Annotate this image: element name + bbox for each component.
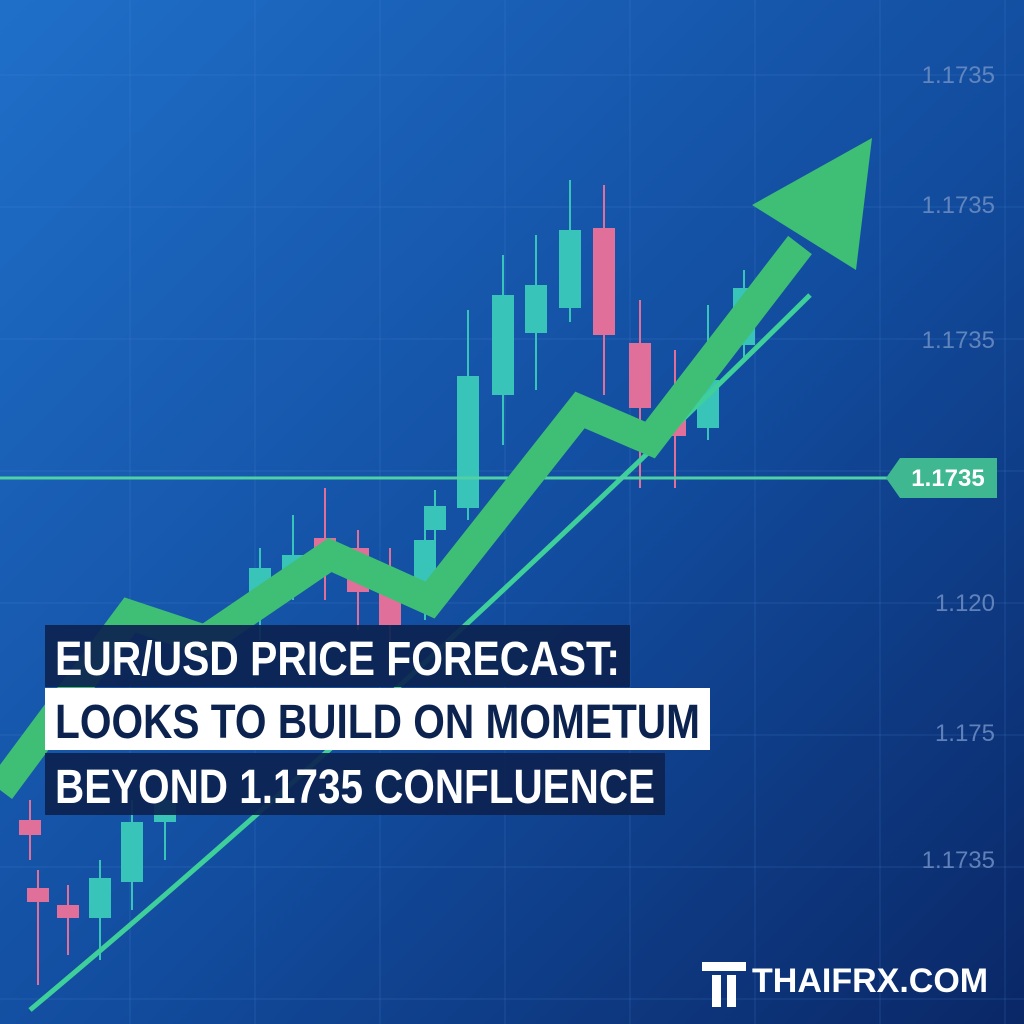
candle-body	[629, 343, 651, 408]
candle-body	[559, 230, 581, 308]
headline-line: EUR/USD PRICE FORECAST:	[55, 633, 620, 686]
price-label: 1.120	[935, 590, 995, 617]
candle-body	[27, 888, 49, 902]
headline-box	[45, 688, 710, 750]
headline-line: LOOKS TO BUILD ON MOMETUM	[55, 696, 700, 749]
price-label: 1.1735	[922, 327, 995, 354]
price-label: 1.1735	[922, 62, 995, 89]
candle-body	[424, 506, 446, 530]
candle-body	[525, 285, 547, 333]
headline-line: BEYOND 1.1735 CONFLUENCE	[55, 761, 655, 814]
brand: THAIFRX.COM	[752, 962, 988, 1000]
price-label: 1.1735	[922, 847, 995, 874]
candle-body	[19, 820, 41, 835]
price-badge	[886, 458, 997, 498]
brand-logo	[702, 962, 746, 1007]
headline-box	[45, 753, 665, 815]
price-axis: 1.1735 1.1735 1.1735 1.120 1.175 1.1735	[922, 62, 995, 874]
candle-body	[57, 905, 79, 918]
headline-box	[45, 625, 630, 687]
trend-arrow	[0, 235, 812, 799]
candle-body	[457, 376, 479, 508]
highlighted-price: 1.1735	[911, 465, 984, 492]
candle-body	[492, 295, 514, 395]
candle-body	[593, 228, 615, 335]
price-label: 1.175	[935, 720, 995, 747]
candle-body	[89, 878, 111, 918]
price-label: 1.1735	[922, 192, 995, 219]
candle-body	[121, 822, 143, 882]
arrow-head	[752, 138, 872, 270]
